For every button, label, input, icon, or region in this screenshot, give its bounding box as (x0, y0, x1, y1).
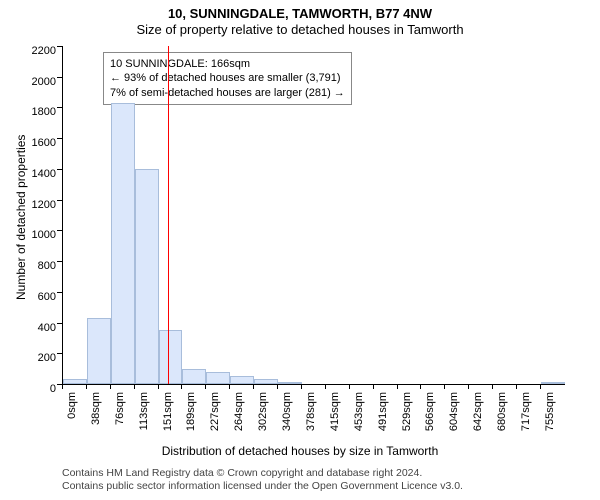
x-tick-mark (86, 384, 87, 389)
x-tick-mark (134, 384, 135, 389)
x-tick-label: 340sqm (281, 392, 293, 436)
y-tick-mark (57, 77, 62, 78)
x-tick-mark (253, 384, 254, 389)
y-tick-mark (57, 261, 62, 262)
y-tick-mark (57, 138, 62, 139)
x-tick-mark (420, 384, 421, 389)
footer-attribution: Contains HM Land Registry data © Crown c… (62, 467, 463, 494)
annotation-box: 10 SUNNINGDALE: 166sqm ← 93% of detached… (103, 52, 352, 105)
x-tick-label: 76sqm (114, 392, 126, 436)
x-tick-label: 113sqm (138, 392, 150, 436)
page-address: 10, SUNNINGDALE, TAMWORTH, B77 4NW (0, 6, 600, 21)
y-tick-label: 400 (38, 322, 56, 334)
x-tick-label: 227sqm (209, 392, 221, 436)
y-tick-label: 1400 (32, 168, 56, 180)
annotation-line-2: ← 93% of detached houses are smaller (3,… (110, 71, 345, 85)
y-tick-label: 2200 (32, 45, 56, 57)
x-tick-mark (397, 384, 398, 389)
x-tick-mark (301, 384, 302, 389)
histogram-bar (254, 379, 278, 384)
y-tick-mark (57, 292, 62, 293)
y-tick-label: 1200 (32, 199, 56, 211)
x-tick-mark (349, 384, 350, 389)
y-tick-label: 200 (38, 352, 56, 364)
x-tick-label: 0sqm (66, 392, 78, 436)
x-tick-label: 566sqm (424, 392, 436, 436)
x-tick-mark (110, 384, 111, 389)
y-tick-label: 600 (38, 291, 56, 303)
x-tick-mark (492, 384, 493, 389)
x-tick-mark (229, 384, 230, 389)
x-tick-label: 642sqm (472, 392, 484, 436)
x-tick-label: 529sqm (401, 392, 413, 436)
x-tick-label: 189sqm (185, 392, 197, 436)
x-tick-mark (516, 384, 517, 389)
x-tick-label: 302sqm (257, 392, 269, 436)
y-tick-mark (57, 46, 62, 47)
histogram-bar (159, 330, 183, 384)
plot-area: 10 SUNNINGDALE: 166sqm ← 93% of detached… (62, 46, 565, 385)
y-tick-mark (57, 200, 62, 201)
y-tick-mark (57, 323, 62, 324)
x-tick-label: 264sqm (233, 392, 245, 436)
annotation-line-1: 10 SUNNINGDALE: 166sqm (110, 57, 345, 71)
x-tick-mark (325, 384, 326, 389)
histogram-bar (230, 376, 254, 384)
y-tick-mark (57, 169, 62, 170)
y-tick-label: 800 (38, 260, 56, 272)
x-tick-label: 453sqm (353, 392, 365, 436)
histogram-bar (541, 382, 565, 384)
y-tick-label: 1800 (32, 106, 56, 118)
x-tick-mark (373, 384, 374, 389)
histogram-bar (111, 103, 135, 384)
x-tick-mark (181, 384, 182, 389)
x-axis-label: Distribution of detached houses by size … (0, 444, 600, 458)
x-tick-label: 378sqm (305, 392, 317, 436)
x-tick-mark (158, 384, 159, 389)
histogram-bar (87, 318, 111, 384)
y-tick-mark (57, 107, 62, 108)
y-tick-label: 1000 (32, 229, 56, 241)
x-tick-label: 415sqm (329, 392, 341, 436)
x-tick-label: 604sqm (448, 392, 460, 436)
x-tick-label: 680sqm (496, 392, 508, 436)
x-tick-label: 151sqm (162, 392, 174, 436)
y-tick-mark (57, 230, 62, 231)
y-tick-label: 1600 (32, 137, 56, 149)
x-tick-label: 491sqm (377, 392, 389, 436)
footer-line-1: Contains HM Land Registry data © Crown c… (62, 467, 463, 481)
y-tick-label: 0 (50, 383, 56, 395)
footer-line-2: Contains public sector information licen… (62, 480, 463, 494)
x-tick-mark (468, 384, 469, 389)
x-tick-mark (205, 384, 206, 389)
histogram-bar (182, 369, 206, 384)
property-marker-line (168, 46, 169, 384)
y-axis-label: Number of detached properties (14, 135, 28, 300)
histogram-bar (63, 379, 87, 384)
y-tick-label: 2000 (32, 76, 56, 88)
page-subtitle: Size of property relative to detached ho… (0, 22, 600, 37)
x-tick-mark (62, 384, 63, 389)
figure: 10, SUNNINGDALE, TAMWORTH, B77 4NW Size … (0, 0, 600, 500)
annotation-line-3: 7% of semi-detached houses are larger (2… (110, 86, 345, 100)
histogram-bar (206, 372, 230, 384)
histogram-bar (135, 169, 159, 384)
histogram-bar (278, 382, 302, 384)
x-tick-label: 38sqm (90, 392, 102, 436)
x-tick-label: 717sqm (520, 392, 532, 436)
y-tick-mark (57, 353, 62, 354)
x-tick-label: 755sqm (544, 392, 556, 436)
x-tick-mark (444, 384, 445, 389)
x-tick-mark (540, 384, 541, 389)
x-tick-mark (277, 384, 278, 389)
